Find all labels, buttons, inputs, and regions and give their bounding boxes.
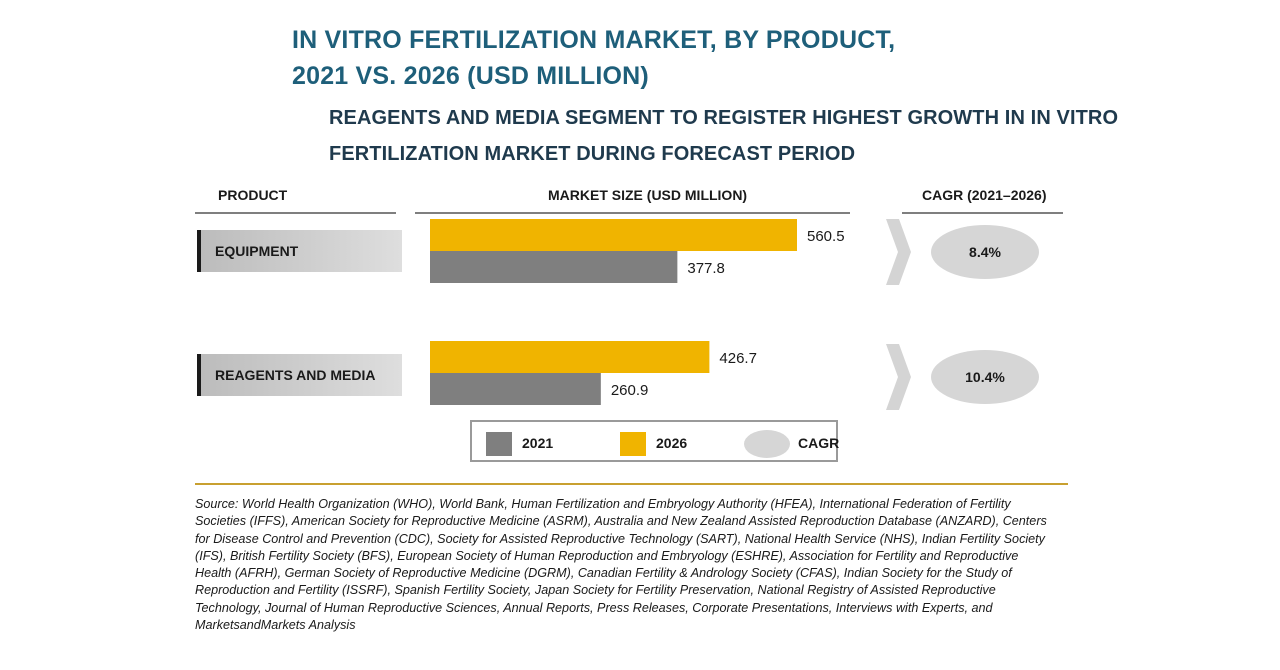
legend-label-2021: 2021 [522, 435, 554, 451]
bar-reagents-and-media-2026 [430, 341, 710, 373]
bar-equipment-2021 [430, 251, 678, 283]
header-rule-product [195, 212, 396, 214]
header-market-size: MARKET SIZE (USD MILLION) [548, 187, 748, 203]
cagr-oval-reagents-and-media [931, 350, 1039, 404]
title-line-2: 2021 VS. 2026 (USD MILLION) [292, 62, 649, 90]
source-note: Source: World Health Organization (WHO),… [195, 497, 1047, 633]
header-cagr: CAGR (2021–2026) [922, 187, 1047, 203]
bar-reagents-and-media-2021 [430, 373, 601, 405]
category-label-equipment: EQUIPMENT [197, 230, 402, 272]
title-line-1: IN VITRO FERTILIZATION MARKET, BY PRODUC… [292, 26, 896, 54]
cagr-value-equipment: 8.4% [969, 244, 1001, 260]
legend-oval-cagr [744, 430, 790, 458]
legend-label-2026: 2026 [656, 435, 688, 451]
header-rule-market-size [415, 212, 850, 214]
subtitle-line-2: FERTILIZATION MARKET DURING FORECAST PER… [329, 143, 856, 165]
legend-swatch-2021 [486, 432, 512, 456]
subtitle-line-1: REAGENTS AND MEDIA SEGMENT TO REGISTER H… [329, 107, 1119, 129]
chevron-arrow-icon [886, 344, 911, 410]
legend-label-cagr: CAGR [798, 435, 840, 451]
legend-swatch-2026 [620, 432, 646, 456]
legend: 2021 2026 CAGR [470, 420, 840, 462]
chart-subtitle: REAGENTS AND MEDIA SEGMENT TO REGISTER H… [329, 100, 1118, 172]
header-product: PRODUCT [218, 187, 288, 203]
header-rule-cagr [902, 212, 1063, 214]
value-label-reagents-and-media-2026: 426.7 [719, 350, 757, 367]
chevron-arrow-icon [886, 219, 911, 285]
source-divider [195, 483, 1068, 485]
chart-title: IN VITRO FERTILIZATION MARKET, BY PRODUC… [292, 22, 895, 94]
cagr-value-reagents-and-media: 10.4% [965, 369, 1005, 385]
value-label-equipment-2021: 377.8 [687, 260, 725, 277]
value-label-equipment-2026: 560.5 [807, 228, 845, 245]
category-label-reagents-and-media: REAGENTS AND MEDIA [197, 354, 402, 396]
value-label-reagents-and-media-2021: 260.9 [611, 382, 649, 399]
bar-equipment-2026 [430, 219, 797, 251]
cagr-oval-equipment [931, 225, 1039, 279]
